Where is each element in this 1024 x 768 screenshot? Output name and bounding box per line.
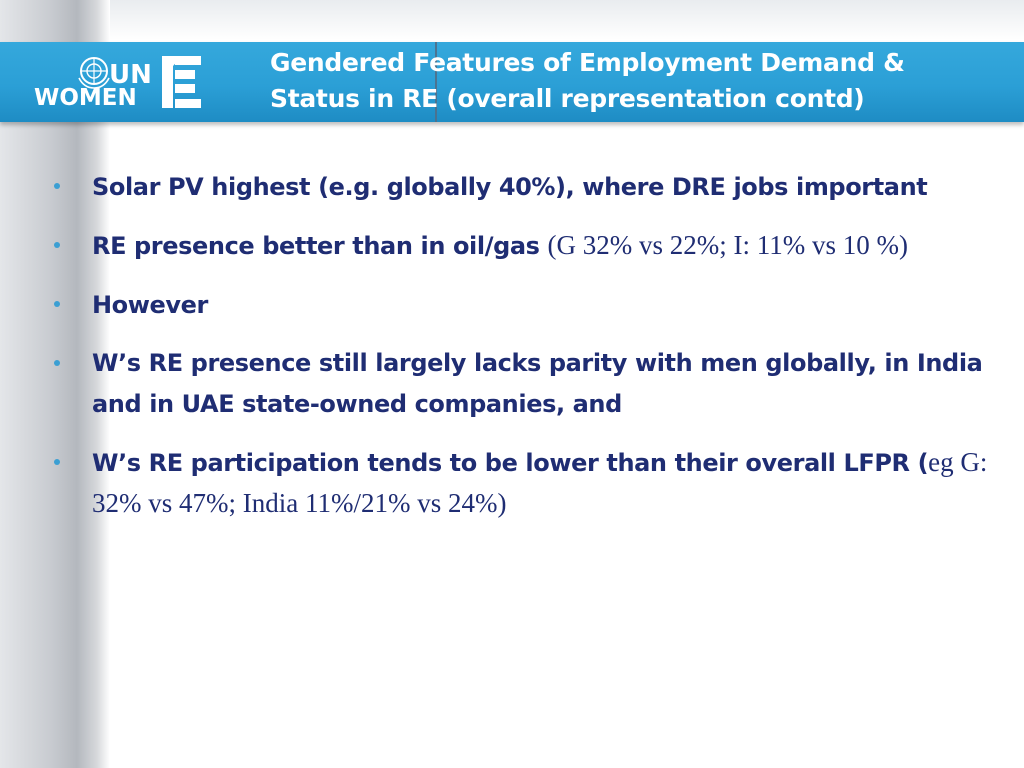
bullet-dot-icon [54,242,60,248]
left-gradient-bar [0,0,110,768]
bullet-dot-icon [54,459,60,465]
top-fade [110,0,1024,40]
bullet-item: However [54,284,1004,325]
header-band: UN WOMEN Gendered Features of Employment… [0,42,1024,122]
logo-un-text: UN [109,60,152,90]
bullet-item: RE presence better than in oil/gas (G 32… [54,225,1004,266]
bullet-bold-text: However [92,291,208,319]
header-divider [435,42,437,122]
logo-women-text: WOMEN [34,85,137,111]
bullet-serif-text: eg G: 32% vs 47%; India 11%/21% vs 24%) [92,447,988,518]
bullet-bold-text: W’s RE presence still largely lacks pari… [92,349,983,418]
bullet-serif-text: (G 32% vs 22%; I: 11% vs 10 %) [547,230,908,260]
slide-title: Gendered Features of Employment Demand &… [270,45,970,117]
bullet-dot-icon [54,360,60,366]
bullet-list: Solar PV highest (e.g. globally 40%), wh… [54,166,1004,542]
bullet-item: Solar PV highest (e.g. globally 40%), wh… [54,166,1004,207]
bullet-bold-text: Solar PV highest (e.g. globally 40%), wh… [92,173,928,201]
un-emblem-icon [78,57,110,89]
bullet-dot-icon [54,183,60,189]
bullet-item: W’s RE presence still largely lacks pari… [54,343,1004,424]
bullet-dot-icon [54,301,60,307]
un-women-mark-icon [162,56,201,108]
bullet-bold-text: RE presence better than in oil/gas [92,232,548,260]
slide-title-line-2: Status in RE (overall representation con… [270,84,865,113]
bullet-bold-text: W’s RE participation tends to be lower t… [92,449,929,477]
slide-title-line-1: Gendered Features of Employment Demand & [270,48,905,77]
bullet-item: W’s RE participation tends to be lower t… [54,442,1004,524]
un-women-logo: UN WOMEN [34,56,201,111]
